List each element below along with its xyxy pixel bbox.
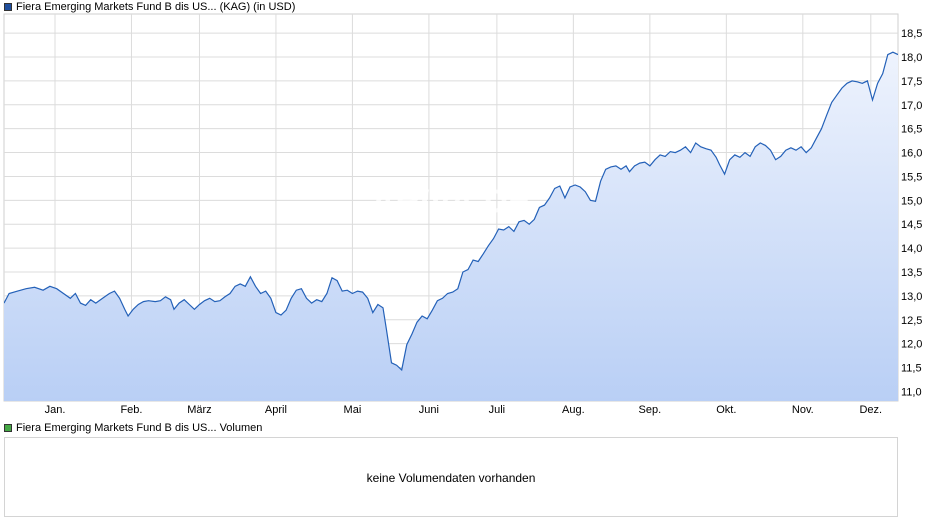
x-tick-label: April	[265, 404, 287, 416]
y-tick-label: 13,5	[901, 267, 922, 279]
y-tick-label: 17,0	[901, 100, 922, 112]
y-tick-label: 16,0	[901, 148, 922, 160]
x-tick-label: Mai	[344, 404, 362, 416]
x-tick-label: Dez.	[859, 404, 882, 416]
x-tick-label: Aug.	[562, 404, 585, 416]
price-legend: Fiera Emerging Markets Fund B dis US... …	[4, 0, 295, 14]
volume-legend-swatch	[4, 424, 12, 432]
y-tick-label: 18,0	[901, 52, 922, 64]
volume-empty-message: keine Volumendaten vorhanden	[366, 471, 536, 485]
x-axis-labels: Jan. Feb. März April Mai Juni Juli Aug. Sep. Okt.…	[45, 404, 883, 416]
y-tick-label: 16,5	[901, 124, 922, 136]
price-chart[interactable]: ARIVA.DE 11,0 11,5 12,0 12,5 13,0 13,5 14,0 14,…	[0, 0, 940, 420]
y-tick-label: 11,0	[901, 386, 922, 398]
y-tick-label: 14,0	[901, 243, 922, 255]
x-tick-label: Juni	[419, 404, 439, 416]
y-tick-label: 13,0	[901, 291, 922, 303]
x-tick-label: März	[187, 404, 211, 416]
price-legend-label: Fiera Emerging Markets Fund B dis US... …	[16, 1, 296, 13]
y-tick-label: 18,5	[901, 28, 922, 40]
x-tick-label: Sep.	[639, 404, 662, 416]
volume-legend: Fiera Emerging Markets Fund B dis US... …	[4, 421, 262, 435]
price-legend-swatch	[4, 3, 12, 11]
price-line	[4, 51, 898, 372]
y-tick-label: 15,0	[901, 195, 922, 207]
x-tick-label: Nov.	[792, 404, 814, 416]
x-tick-label: Okt.	[716, 404, 736, 416]
y-tick-label: 12,0	[901, 339, 922, 351]
y-axis-labels: 11,0 11,5 12,0 12,5 13,0 13,5 14,0 14,5 15,0 15,5…	[901, 28, 922, 398]
y-tick-label: 17,5	[901, 76, 922, 88]
x-tick-label: Juli	[489, 404, 506, 416]
price-area	[4, 52, 898, 401]
y-tick-label: 14,5	[901, 219, 922, 231]
y-tick-label: 12,5	[901, 315, 922, 327]
x-tick-label: Jan.	[45, 404, 66, 416]
y-tick-label: 15,5	[901, 171, 922, 183]
volume-legend-label: Fiera Emerging Markets Fund B dis US... …	[16, 422, 263, 434]
y-tick-label: 11,5	[901, 363, 922, 375]
volume-panel: keine Volumendaten vorhanden	[4, 437, 898, 517]
x-tick-label: Feb.	[120, 404, 142, 416]
watermark-logo: ARIVA.DE	[369, 183, 531, 221]
